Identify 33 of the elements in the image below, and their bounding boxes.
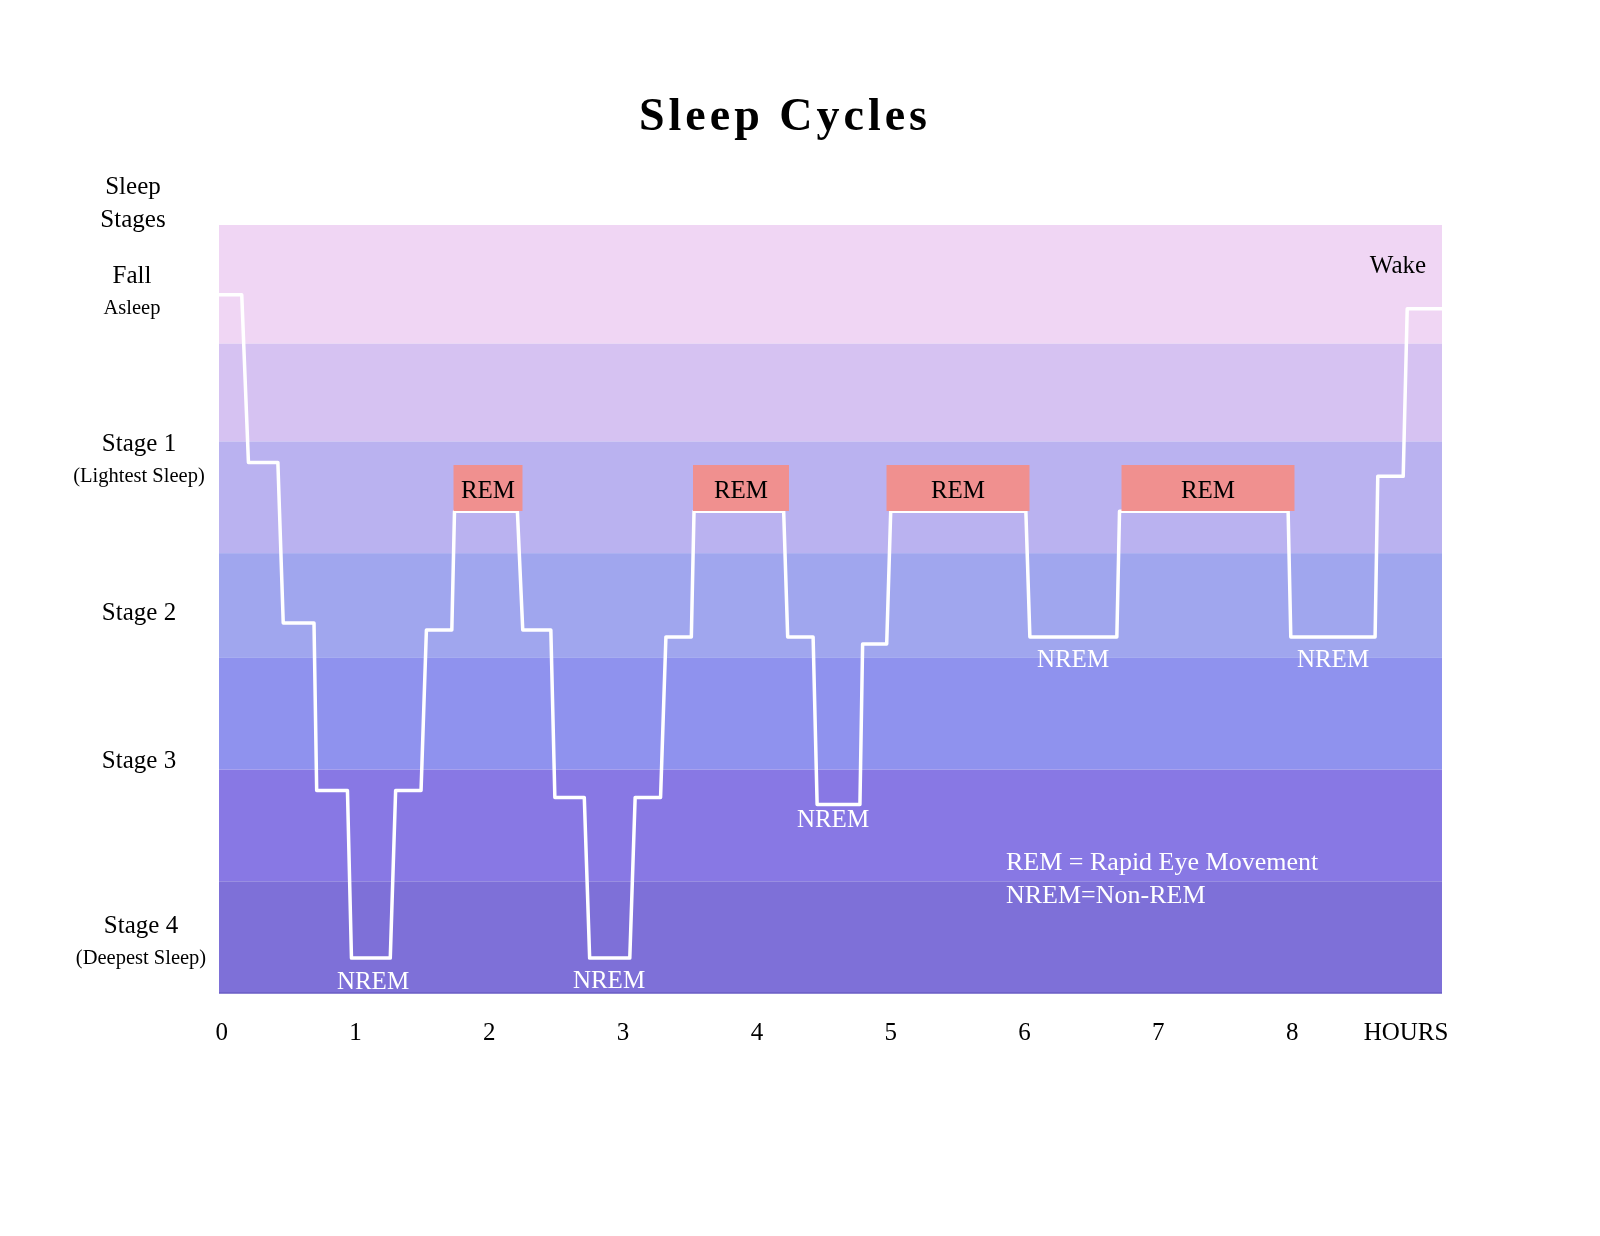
chart-title: Sleep Cycles — [638, 89, 932, 140]
annotation: NREM — [1036, 645, 1110, 672]
x-tick-label: 2 — [483, 1018, 496, 1045]
annotation: REM = Rapid Eye Movement — [1006, 847, 1319, 876]
annotation: NREM — [796, 805, 870, 832]
annotation: REM — [1180, 476, 1236, 503]
text: Stage 3 — [101, 746, 177, 773]
x-tick-label: 8 — [1285, 1018, 1299, 1045]
annotation: REM — [713, 476, 769, 503]
x-tick-label: 0 — [215, 1018, 228, 1045]
annotation: REM — [930, 476, 986, 503]
text: Stage 1 (Lightest Sleep) — [73, 429, 205, 488]
annotation: NREM=Non-REM — [1006, 880, 1206, 909]
y-axis-title: Sleep Stages — [100, 172, 166, 232]
label-box: REM — [886, 465, 1030, 511]
label-box: REM — [453, 465, 523, 511]
x-tick-label: 1 — [349, 1018, 362, 1045]
annotation: NREM — [572, 966, 646, 993]
text: Stage 4 (Deepest Sleep) — [75, 911, 207, 970]
text: Fall Asleep — [103, 261, 161, 320]
x-tick-label: 7 — [1152, 1018, 1165, 1045]
label-box: REM — [693, 465, 789, 511]
label-box: REM — [1121, 465, 1295, 511]
annotation: NREM — [336, 967, 410, 994]
x-tick-label: 6 — [1018, 1018, 1031, 1045]
x-tick-label: 3 — [616, 1018, 630, 1045]
x-tick-label: 5 — [884, 1018, 897, 1045]
x-axis-title: HOURS — [1363, 1018, 1449, 1045]
annotation: NREM — [1296, 645, 1370, 672]
text: Stage 2 — [101, 598, 177, 625]
text: Wake — [1369, 251, 1427, 278]
x-tick-label: 4 — [750, 1018, 764, 1045]
annotation: REM — [460, 476, 516, 503]
